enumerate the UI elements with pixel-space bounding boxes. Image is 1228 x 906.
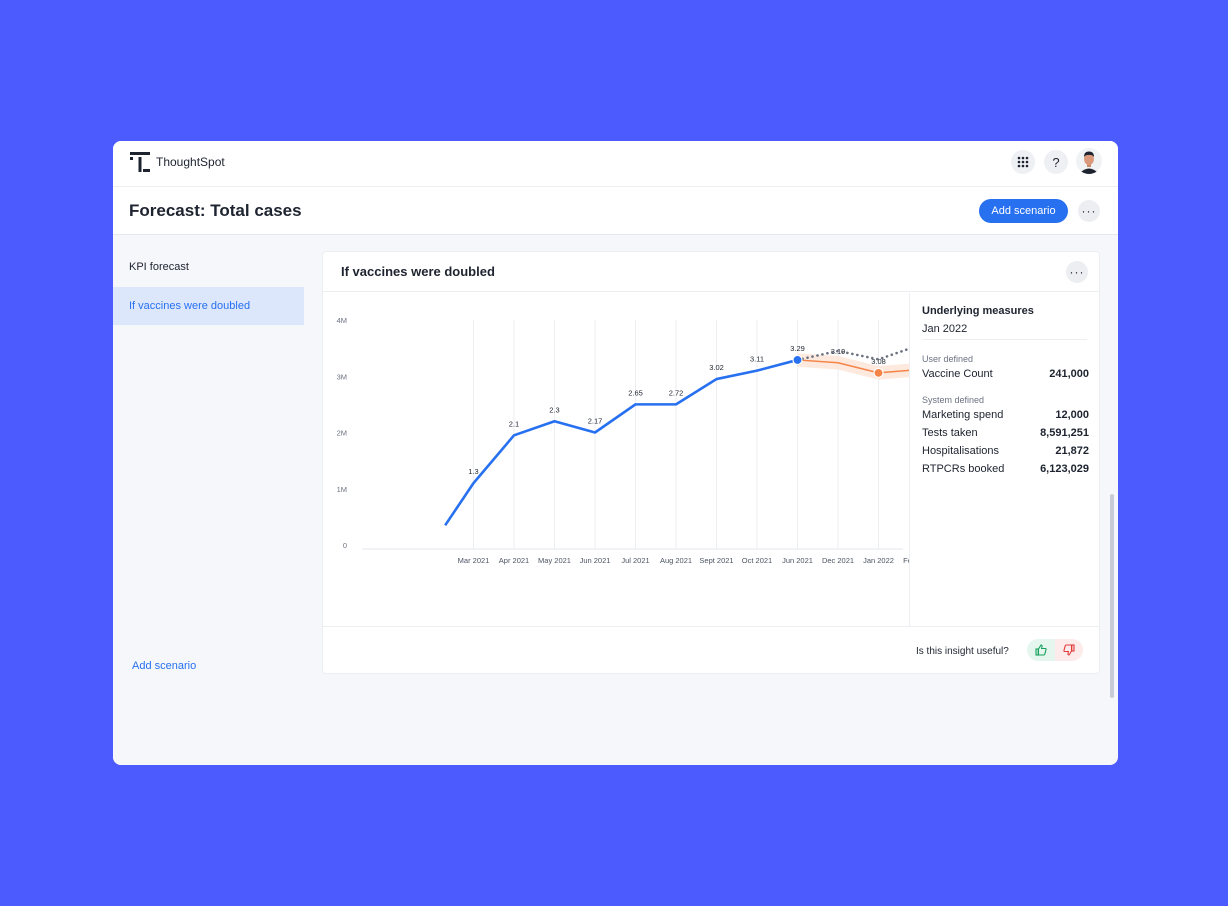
data-label: 1.3 — [468, 467, 478, 476]
x-tick-label: Dec 2021 — [822, 556, 854, 565]
system-defined-label: System defined — [922, 395, 985, 405]
thumbs-up-icon — [1035, 644, 1047, 656]
measures-date: Jan 2022 — [922, 323, 968, 335]
data-label: 2.72 — [669, 388, 684, 397]
data-label: 3.08 — [871, 357, 886, 366]
measure-row: Hospitalisations 21,872 — [922, 445, 1089, 457]
data-label: 3.11 — [750, 355, 764, 364]
data-label: 2.3 — [549, 405, 559, 414]
measures-divider — [922, 339, 1087, 340]
x-tick-label: Jan 2022 — [863, 556, 894, 565]
measure-name: Hospitalisations — [922, 445, 1000, 457]
highlight-point — [873, 367, 884, 378]
x-tick-label: Mar 2021 — [458, 556, 490, 565]
measure-row: Tests taken 8,591,251 — [922, 427, 1089, 439]
sidebar-item-label: KPI forecast — [129, 261, 189, 273]
x-tick-label: Aug 2021 — [660, 556, 692, 565]
app-window: ThoughtSpot ? Forecast: Total cases Add … — [113, 141, 1118, 765]
page-header: Forecast: Total cases Add scenario ··· — [113, 187, 1118, 235]
measure-name: Marketing spend — [922, 409, 1004, 421]
measures-title: Underlying measures — [922, 305, 1034, 317]
page-title: Forecast: Total cases — [129, 201, 302, 220]
x-tick-label: Oct 2021 — [742, 556, 772, 565]
card-header: If vaccines were doubled ··· — [323, 252, 1099, 292]
insight-card: If vaccines were doubled ··· Mar 2021 Apr… — [322, 251, 1100, 674]
card-more-icon[interactable]: ··· — [1066, 261, 1088, 283]
data-label: 3.02 — [709, 363, 724, 372]
highlight-point — [792, 354, 803, 366]
sidebar-item-kpi-forecast[interactable]: KPI forecast — [113, 248, 304, 286]
y-tick-label: 3M — [337, 372, 347, 381]
add-scenario-button[interactable]: Add scenario — [979, 199, 1068, 223]
card-footer: Is this insight useful? — [323, 626, 1099, 674]
sidebar-item-label: If vaccines were doubled — [129, 300, 251, 312]
scenario-sidebar: KPI forecast If vaccines were doubled Ad… — [113, 235, 304, 765]
avatar-icon — [1076, 148, 1102, 174]
sidebar-item-vaccines-doubled[interactable]: If vaccines were doubled — [113, 287, 304, 325]
x-tick-label: Feb 2022 — [903, 556, 909, 565]
y-tick-label: 4M — [337, 316, 347, 325]
grid-icon — [1017, 156, 1029, 168]
measure-name: Vaccine Count — [922, 368, 993, 380]
x-tick-label: Jun 2021 — [782, 556, 813, 565]
sidebar-add-scenario-link[interactable]: Add scenario — [132, 660, 197, 672]
measure-value: 6,123,029 — [1040, 463, 1089, 475]
top-bar: ThoughtSpot ? — [113, 141, 1118, 187]
thumbs-up-button[interactable] — [1027, 639, 1055, 661]
x-tick-label: Jul 2021 — [621, 556, 649, 565]
data-label: 3.29 — [790, 344, 805, 353]
thumbs-down-icon — [1063, 644, 1075, 656]
measure-row: Marketing spend 12,000 — [922, 409, 1089, 421]
measure-value: 12,000 — [1055, 409, 1089, 421]
measure-value: 241,000 — [1049, 368, 1089, 380]
x-tick-label: May 2021 — [538, 556, 571, 565]
measure-row: RTPCRs booked 6,123,029 — [922, 463, 1089, 475]
series-line-actual — [444, 358, 798, 527]
page-scrollbar[interactable] — [1110, 494, 1114, 698]
y-tick-label: 2M — [337, 429, 347, 438]
user-defined-label: User defined — [922, 354, 974, 364]
apps-grid-icon[interactable] — [1011, 150, 1035, 174]
data-label: 2.65 — [628, 388, 643, 397]
brand-name: ThoughtSpot — [156, 155, 225, 169]
x-tick-label: Apr 2021 — [499, 556, 529, 565]
feedback-question: Is this insight useful? — [916, 646, 1009, 657]
forecast-chart: Mar 2021 Apr 2021 May 2021 Jun 2021 Jul 2021… — [337, 316, 909, 565]
help-icon[interactable]: ? — [1044, 150, 1068, 174]
header-more-icon[interactable]: ··· — [1078, 200, 1100, 222]
measure-name: RTPCRs booked — [922, 463, 1005, 475]
measure-row: Vaccine Count 241,000 — [922, 368, 1089, 380]
series-line-baseline-forecast — [796, 347, 909, 362]
avatar[interactable] — [1076, 148, 1102, 174]
y-tick-label: 1M — [337, 485, 347, 494]
data-label: 2.1 — [509, 419, 519, 428]
measure-value: 8,591,251 — [1040, 427, 1089, 439]
thoughtspot-logo[interactable] — [130, 152, 150, 172]
x-tick-label: Jun 2021 — [580, 556, 611, 565]
y-tick-label: 0 — [343, 541, 347, 550]
measure-value: 21,872 — [1055, 445, 1089, 457]
card-title: If vaccines were doubled — [341, 264, 495, 279]
x-tick-label: Sept 2021 — [699, 556, 733, 565]
underlying-measures-panel: Underlying measures Jan 2022 User define… — [909, 293, 1101, 626]
data-label: 2.17 — [588, 417, 603, 426]
thumbs-down-button[interactable] — [1055, 639, 1083, 661]
measure-name: Tests taken — [922, 427, 978, 439]
